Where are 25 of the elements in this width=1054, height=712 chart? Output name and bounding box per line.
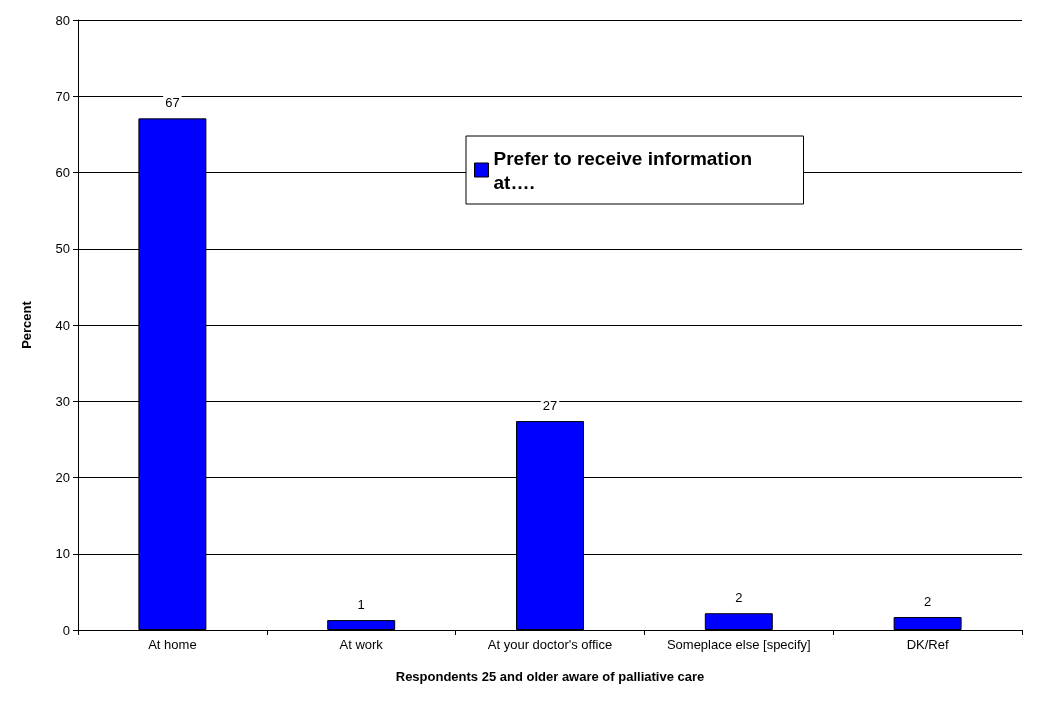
x-tick-label: Someplace else [specify] (666, 637, 811, 652)
data-label: 2 (923, 594, 932, 610)
data-label: 1 (357, 597, 365, 613)
legend-label: Prefer to receive information at…. (493, 147, 758, 193)
x-tick-label: At home (148, 637, 197, 652)
bar (327, 620, 396, 630)
data-label: 27 (542, 398, 558, 414)
y-tick-label: 20 (55, 470, 70, 485)
x-tick-label: DK/Ref (906, 637, 949, 652)
y-axis-title: Percent (19, 300, 34, 349)
data-label: 2 (735, 590, 743, 606)
bar (893, 617, 962, 630)
bar (704, 613, 773, 630)
x-tick-label: At work (339, 637, 384, 652)
y-tick-label: 0 (62, 622, 70, 638)
y-tick-label: 30 (55, 393, 70, 409)
x-tick-label: At your doctor's office (487, 637, 613, 652)
y-tick-label: 60 (55, 165, 70, 180)
y-tick-label: 10 (55, 546, 70, 562)
y-tick-label: 80 (55, 12, 70, 28)
data-label: 67 (165, 95, 180, 111)
y-tick-label: 40 (55, 317, 70, 333)
x-axis-title: Respondents 25 and older aware of palliative care (395, 669, 705, 684)
y-tick-label: 50 (55, 241, 70, 257)
y-tick-label: 70 (55, 88, 70, 104)
